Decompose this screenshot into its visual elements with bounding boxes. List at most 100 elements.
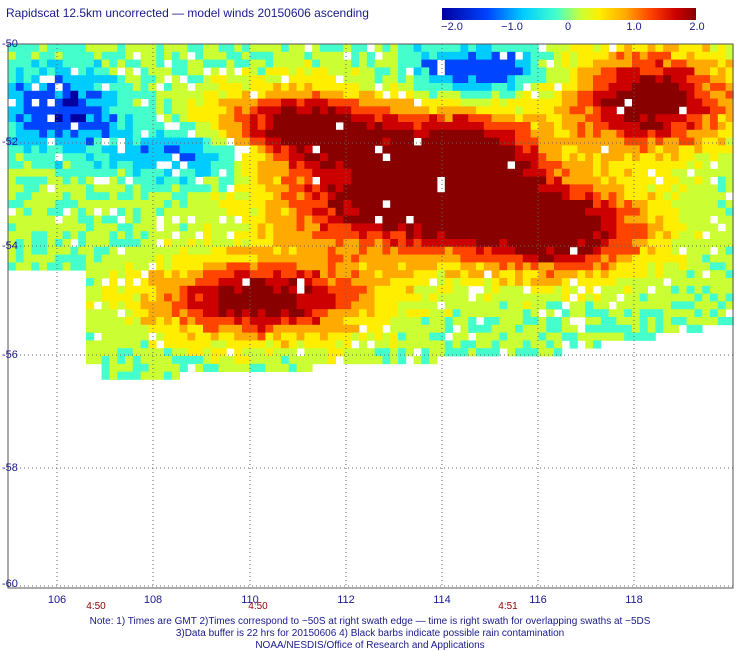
wind-cell [234,75,243,84]
wind-cell [234,207,243,216]
wind-cell [616,51,625,60]
wind-cell [171,332,180,341]
wind-cell [663,254,672,263]
wind-cell [164,270,173,279]
wind-cell [257,262,266,271]
wind-cell [203,254,212,263]
wind-cell [148,153,157,162]
wind-cell [608,324,617,333]
wind-cell [639,301,648,310]
wind-cell [351,122,360,131]
wind-cell [639,153,648,162]
wind-cell [413,44,422,53]
wind-cell [15,145,24,154]
wind-cell [187,309,196,318]
wind-cell [624,161,633,170]
wind-cell [577,75,586,84]
wind-cell [546,114,555,123]
wind-cell [663,114,672,123]
wind-cell [171,324,180,333]
wind-cell [561,98,570,107]
wind-cell [639,44,648,53]
wind-cell [413,168,422,177]
wind-cell [655,51,664,60]
wind-cell [210,207,219,216]
wind-cell [421,176,430,185]
wind-cell [702,215,711,224]
wind-cell [148,278,157,287]
wind-cell [546,129,555,138]
wind-cell [242,137,251,146]
wind-cell [468,44,477,53]
wind-cell [460,324,469,333]
wind-cell [234,231,243,240]
wind-cell [265,301,274,310]
wind-cell [351,301,360,310]
wind-cell [671,184,680,193]
wind-cell [296,239,305,248]
wind-cell [577,301,586,310]
wind-cell [663,192,672,201]
wind-cell [343,153,352,162]
wind-cell [273,168,282,177]
wind-cell [171,184,180,193]
wind-cell [320,106,329,115]
wind-cell [86,207,95,216]
wind-cell [437,223,446,232]
wind-cell [639,168,648,177]
wind-cell [148,59,157,68]
wind-cell [312,285,321,294]
wind-cell [702,83,711,92]
wind-cell [507,285,516,294]
wind-cell [507,51,516,60]
wind-cell [281,90,290,99]
wind-cell [242,168,251,177]
wind-cell [288,246,297,255]
wind-cell [281,223,290,232]
wind-cell [530,309,539,318]
wind-cell [561,122,570,131]
wind-cell [585,301,594,310]
wind-cell [421,192,430,201]
wind-cell [390,90,399,99]
wind-cell [210,129,219,138]
wind-cell [476,332,485,341]
wind-cell [281,356,290,365]
wind-cell [530,254,539,263]
wind-cell [62,90,71,99]
wind-cell [156,285,165,294]
wind-cell [366,153,375,162]
wind-cell [86,301,95,310]
wind-cell [273,363,282,372]
wind-cell [109,223,118,232]
wind-cell [639,285,648,294]
wind-cell [491,114,500,123]
wind-cell [140,161,149,170]
wind-cell [335,90,344,99]
wind-cell [702,98,711,107]
wind-cell [249,254,258,263]
wind-cell [405,317,414,326]
wind-cell [78,98,87,107]
wind-cell [390,98,399,107]
wind-cell [273,324,282,333]
wind-cell [546,90,555,99]
wind-cell [452,161,461,170]
wind-cell [561,51,570,60]
wind-cell [678,317,687,326]
wind-cell [312,129,321,138]
wind-cell [600,44,609,53]
wind-cell [593,223,602,232]
wind-cell [655,114,664,123]
wind-cell [273,231,282,240]
footnote-line-2: 3)Data buffer is 22 hrs for 20150606 4) … [175,628,565,639]
wind-cell [421,340,430,349]
wind-cell [694,59,703,68]
wind-cell [226,301,235,310]
wind-cell [468,324,477,333]
wind-cell [694,145,703,154]
wind-cell [93,106,102,115]
wind-cell [398,161,407,170]
wind-cell [23,246,32,255]
wind-cell [593,168,602,177]
